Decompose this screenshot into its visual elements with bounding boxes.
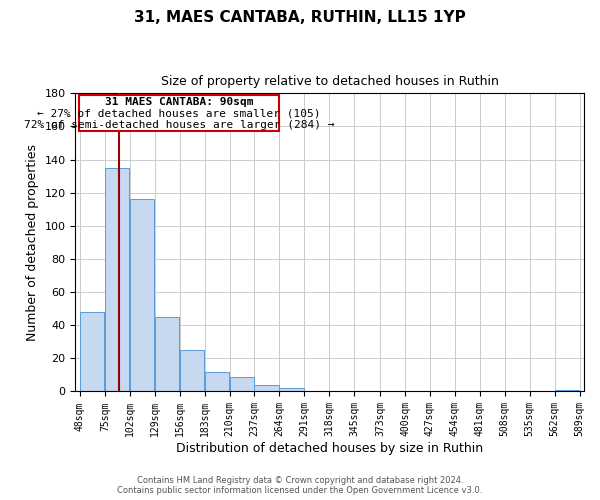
Bar: [80, 312, 104, 392]
Text: 31 MAES CANTABA: 90sqm: 31 MAES CANTABA: 90sqm: [105, 98, 253, 108]
Bar: [130, 200, 154, 392]
Bar: [230, 376, 254, 392]
Bar: [205, 372, 229, 392]
Bar: [179, 350, 204, 392]
Text: Contains HM Land Registry data © Crown copyright and database right 2024.
Contai: Contains HM Land Registry data © Crown c…: [118, 476, 482, 495]
Bar: [254, 385, 279, 392]
Text: 72% of semi-detached houses are larger (284) →: 72% of semi-detached houses are larger (…: [24, 120, 334, 130]
Y-axis label: Number of detached properties: Number of detached properties: [26, 144, 39, 341]
Bar: [280, 388, 304, 392]
FancyBboxPatch shape: [79, 95, 280, 132]
Bar: [155, 317, 179, 392]
Bar: [105, 168, 130, 392]
Text: 31, MAES CANTABA, RUTHIN, LL15 1YP: 31, MAES CANTABA, RUTHIN, LL15 1YP: [134, 10, 466, 25]
X-axis label: Distribution of detached houses by size in Ruthin: Distribution of detached houses by size …: [176, 442, 484, 455]
Bar: [554, 390, 579, 392]
Title: Size of property relative to detached houses in Ruthin: Size of property relative to detached ho…: [161, 75, 499, 88]
Text: ← 27% of detached houses are smaller (105): ← 27% of detached houses are smaller (10…: [37, 108, 321, 118]
